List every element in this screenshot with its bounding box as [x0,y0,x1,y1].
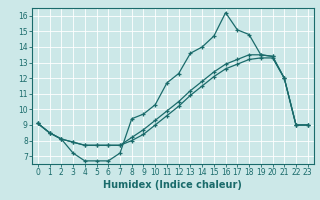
X-axis label: Humidex (Indice chaleur): Humidex (Indice chaleur) [103,180,242,190]
